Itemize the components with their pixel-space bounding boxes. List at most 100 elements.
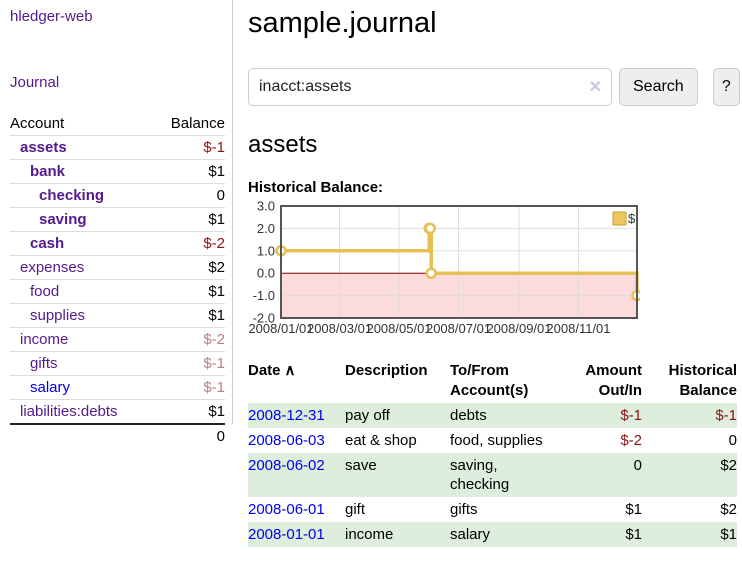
sidebar-account-liabilities-debts[interactable]: liabilities:debts xyxy=(20,403,118,420)
account-row: checking 0 xyxy=(10,183,225,208)
sidebar-account-salary[interactable]: salary xyxy=(30,379,71,396)
svg-text:3.0: 3.0 xyxy=(257,200,275,214)
accounts-column-header: To/From Account(s) xyxy=(450,362,529,399)
svg-text:-1.0: -1.0 xyxy=(253,288,275,303)
account-balance: $1 xyxy=(152,279,225,304)
transaction-description: pay off xyxy=(345,407,390,424)
account-row: liabilities:debts $1 xyxy=(10,399,225,424)
historical-balance-chart: $3.0 2.0 1.0 0.0 -1.0 -2.02008/01/012008/03/0… xyxy=(248,200,640,336)
sidebar-account-saving[interactable]: saving xyxy=(39,211,87,228)
help-button[interactable]: ? xyxy=(712,68,740,106)
transaction-date-link[interactable]: 2008-06-02 xyxy=(248,457,325,474)
account-balance: 0 xyxy=(152,183,225,208)
svg-text:2008/01/01: 2008/01/01 xyxy=(248,321,313,336)
transaction-description: eat & shop xyxy=(345,432,417,449)
register-row: 2008-06-02 save saving, checking 0 $2 xyxy=(248,453,737,497)
transaction-description: save xyxy=(345,457,377,474)
account-row: cash $-2 xyxy=(10,231,225,256)
sidebar-account-gifts[interactable]: gifts xyxy=(30,355,58,372)
register-row: 2008-06-01 gift gifts $1 $2 xyxy=(248,497,737,522)
sidebar: hledger-web Journal Account Balance asse… xyxy=(0,0,233,448)
register-header-row: Date ∧ Description To/From Account(s) Amo… xyxy=(248,359,737,403)
account-balance: $1 xyxy=(152,159,225,184)
transaction-balance: $-1 xyxy=(715,407,737,424)
sidebar-item-journal[interactable]: Journal xyxy=(10,74,60,91)
account-balance: $-1 xyxy=(152,375,225,400)
amount-column-header: Amount Out/In xyxy=(585,362,642,399)
transaction-balance: 0 xyxy=(728,432,737,449)
account-balance: $-1 xyxy=(152,351,225,376)
account-row: gifts $-1 xyxy=(10,351,225,376)
transaction-amount: $-1 xyxy=(620,407,642,424)
app-title-link[interactable]: hledger-web xyxy=(10,8,93,25)
account-balance: $-2 xyxy=(152,231,225,256)
register-table: Date ∧ Description To/From Account(s) Amo… xyxy=(248,359,737,547)
svg-text:2008/05/01: 2008/05/01 xyxy=(366,321,431,336)
transaction-description: gift xyxy=(345,501,366,518)
account-row: salary $-1 xyxy=(10,375,225,400)
svg-text:2008/03/01: 2008/03/01 xyxy=(307,321,372,336)
sidebar-account-assets[interactable]: assets xyxy=(20,139,67,156)
svg-text:0.0: 0.0 xyxy=(257,266,275,281)
svg-text:2.0: 2.0 xyxy=(257,221,275,236)
transaction-date-link[interactable]: 2008-01-01 xyxy=(248,526,325,543)
balance-column-header: Balance xyxy=(170,115,225,132)
account-balance: $-2 xyxy=(152,327,225,352)
description-column-header: Description xyxy=(345,362,428,379)
clear-search-icon[interactable]: ✕ xyxy=(588,79,602,96)
register-row: 2008-06-03 eat & shop food, supplies $-2… xyxy=(248,428,737,453)
account-column-header: Account xyxy=(10,115,65,132)
account-balance: $-1 xyxy=(152,135,225,160)
transaction-accounts: salary xyxy=(450,526,491,543)
transaction-amount: $1 xyxy=(625,526,642,543)
account-balance: $1 xyxy=(152,207,225,232)
account-balance: $2 xyxy=(152,255,225,280)
sidebar-account-bank[interactable]: bank xyxy=(30,163,66,180)
transaction-date-link[interactable]: 2008-12-31 xyxy=(248,407,325,424)
transaction-accounts: gifts xyxy=(450,501,478,518)
sidebar-account-food[interactable]: food xyxy=(30,283,60,300)
chart-title: Historical Balance: xyxy=(248,179,384,196)
sidebar-account-supplies[interactable]: supplies xyxy=(30,307,86,324)
search-input[interactable] xyxy=(248,68,612,106)
register-row: 2008-01-01 income salary $1 $1 xyxy=(248,522,737,547)
date-column-header[interactable]: Date ∧ xyxy=(248,362,296,379)
account-table-header: Account Balance xyxy=(10,112,225,136)
main-content: sample.journal ✕ Search ? assets Histori… xyxy=(248,0,740,547)
balance-column-header: Historical Balance xyxy=(668,362,737,399)
transaction-date-link[interactable]: 2008-06-01 xyxy=(248,501,325,518)
account-balance: $1 xyxy=(152,303,225,328)
sidebar-account-checking[interactable]: checking xyxy=(39,187,105,204)
svg-text:2008/11/01: 2008/11/01 xyxy=(546,321,610,336)
sort-ascending-icon: ∧ xyxy=(284,362,296,379)
transaction-balance: $2 xyxy=(720,457,737,474)
transaction-date-link[interactable]: 2008-06-03 xyxy=(248,432,325,449)
transaction-amount: 0 xyxy=(633,457,642,474)
account-balance: $1 xyxy=(152,399,225,424)
transaction-amount: $1 xyxy=(625,501,642,518)
accounts-total: 0 xyxy=(152,423,225,448)
account-balance-table: Account Balance assets $-1 bank $1 check… xyxy=(10,112,225,448)
page-title: sample.journal xyxy=(248,7,437,39)
account-row: supplies $1 xyxy=(10,303,225,328)
transaction-balance: $2 xyxy=(720,501,737,518)
svg-text:2008/09/01: 2008/09/01 xyxy=(486,321,551,336)
transaction-accounts: food, supplies xyxy=(450,432,543,449)
transaction-description: income xyxy=(345,526,394,543)
transaction-balance: $1 xyxy=(720,526,737,543)
account-row: expenses $2 xyxy=(10,255,225,280)
sidebar-account-cash[interactable]: cash xyxy=(30,235,65,252)
svg-text:1.0: 1.0 xyxy=(257,243,275,258)
account-row: saving $1 xyxy=(10,207,225,232)
search-button[interactable]: Search xyxy=(619,68,698,106)
account-row: assets $-1 xyxy=(10,135,225,160)
account-row: bank $1 xyxy=(10,159,225,184)
sidebar-account-income[interactable]: income xyxy=(20,331,69,348)
svg-text:$: $ xyxy=(628,211,636,226)
account-total-row: 0 xyxy=(10,423,225,448)
sidebar-account-expenses[interactable]: expenses xyxy=(20,259,85,276)
register-row: 2008-12-31 pay off debts $-1 $-1 xyxy=(248,403,737,428)
svg-text:2008/07/01: 2008/07/01 xyxy=(426,321,491,336)
search-form: ✕ Search ? xyxy=(248,68,740,106)
svg-text:-2.0: -2.0 xyxy=(253,311,275,326)
